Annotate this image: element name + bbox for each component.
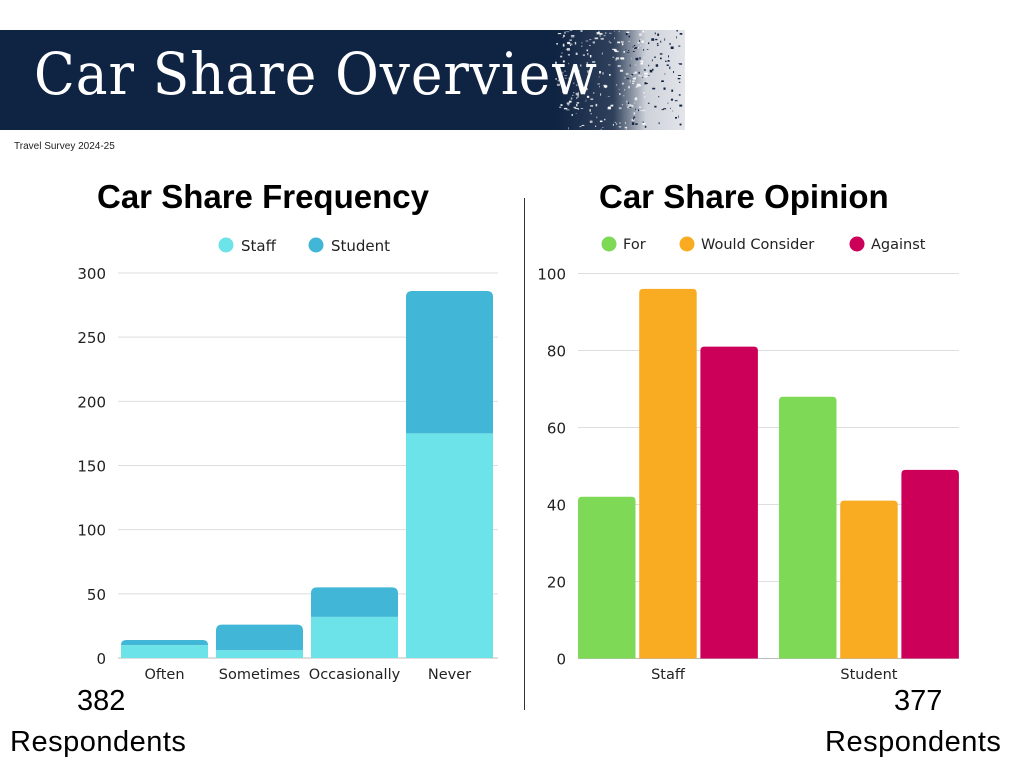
bar-staff-would-consider: [639, 288, 697, 659]
legend-swatch-student: [308, 237, 324, 253]
bar-sometimes-staff: [216, 650, 303, 658]
opinion-chart: For Would Consider Against 0 20 40 60 80 100 Staf…: [537, 236, 959, 683]
y-tick-label: 50: [87, 586, 106, 604]
left-respondents-label: Respondents: [10, 726, 187, 758]
legend-label-staff: Staff: [241, 237, 277, 255]
bar-staff-for: [578, 496, 636, 659]
bar-staff-against: [700, 346, 758, 659]
right-respondents-count: 377: [894, 685, 943, 717]
legend-swatch-against: [849, 236, 865, 252]
texture-decoration: [555, 30, 685, 130]
y-tick-label: 150: [77, 458, 106, 476]
frequency-chart: Staff Student 0 50 100 150 200 250 300 Often Somet…: [77, 237, 498, 683]
frequency-chart-title: Car Share Frequency: [97, 178, 429, 215]
bar-often-staff: [121, 645, 208, 658]
y-tick-label: 250: [77, 329, 106, 347]
legend-label-student: Student: [331, 237, 390, 255]
bar-occasionally-staff: [311, 616, 398, 658]
y-tick-label: 40: [547, 497, 566, 515]
x-tick-label: Often: [144, 667, 184, 683]
panel-divider: [524, 198, 525, 710]
bar-sometimes-student: [216, 624, 303, 651]
opinion-chart-title: Car Share Opinion: [599, 178, 889, 215]
y-tick-label: 300: [77, 265, 106, 283]
y-tick-label: 100: [537, 266, 566, 284]
survey-subtitle: Travel Survey 2024-25: [14, 141, 115, 152]
header-banner: Car Share Overview: [0, 30, 685, 130]
y-tick-label: 200: [77, 393, 106, 411]
y-tick-label: 60: [547, 420, 566, 438]
x-tick-label: Occasionally: [309, 667, 401, 683]
legend-swatch-for: [601, 236, 617, 252]
bar-never-student: [406, 290, 493, 434]
x-tick-label: Student: [840, 667, 897, 683]
x-tick-label: Never: [428, 667, 471, 683]
bar-student-for: [779, 396, 837, 659]
y-tick-label: 100: [77, 522, 106, 540]
x-tick-label: Staff: [651, 667, 686, 683]
bar-never-staff: [406, 433, 493, 658]
right-respondents-label: Respondents: [825, 726, 1002, 758]
legend-label-against: Against: [871, 237, 926, 253]
x-tick-label: Sometimes: [219, 667, 300, 683]
bar-student-against: [901, 469, 959, 659]
y-tick-label: 0: [556, 651, 566, 669]
legend-swatch-staff: [218, 237, 234, 253]
legend-swatch-would-consider: [679, 236, 695, 252]
legend-label-would-consider: Would Consider: [701, 237, 814, 253]
y-tick-label: 0: [96, 650, 106, 668]
legend-label-for: For: [623, 237, 646, 253]
bar-occasionally-student: [311, 587, 398, 617]
bar-student-would-consider: [840, 500, 898, 659]
y-tick-label: 20: [547, 574, 566, 592]
page-title: Car Share Overview: [34, 40, 598, 108]
bar-often-student: [121, 640, 208, 646]
left-respondents-count: 382: [77, 685, 126, 717]
y-tick-label: 80: [547, 343, 566, 361]
